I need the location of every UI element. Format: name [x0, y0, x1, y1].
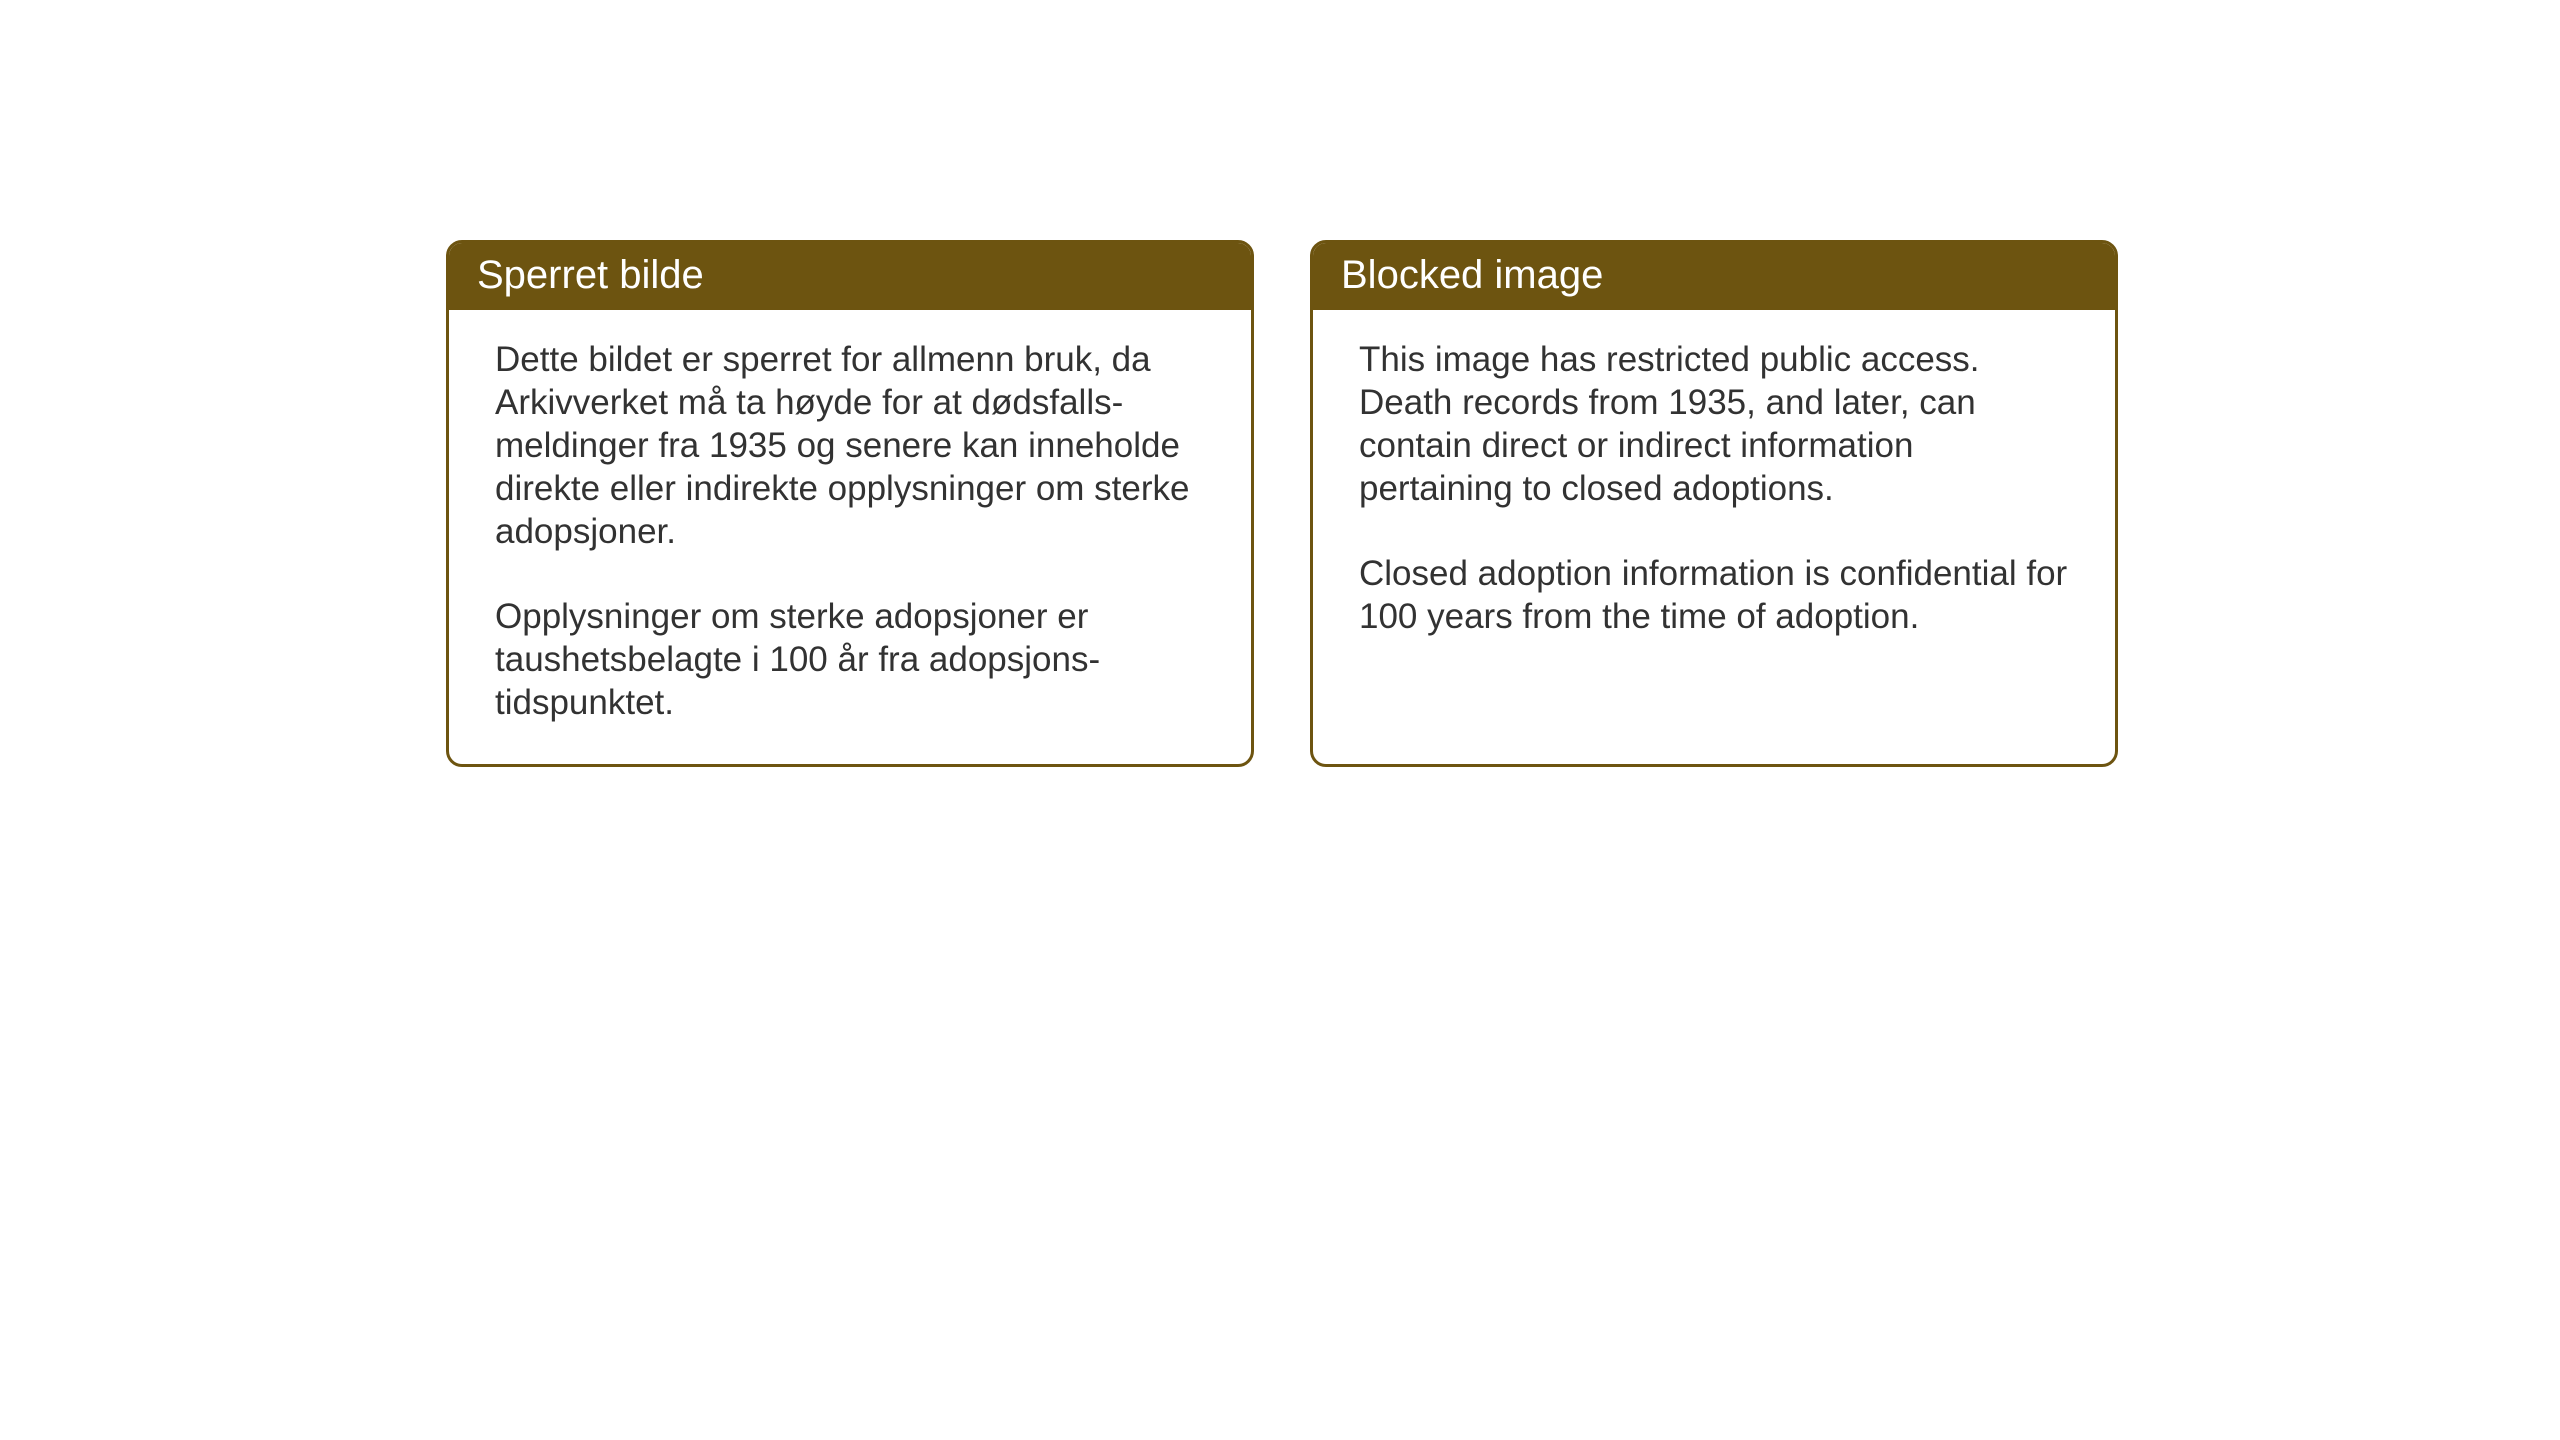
notice-card-norwegian: Sperret bilde Dette bildet er sperret fo…	[446, 240, 1254, 767]
card-body-norwegian: Dette bildet er sperret for allmenn bruk…	[449, 310, 1251, 764]
card-header-english: Blocked image	[1313, 243, 2115, 310]
card-paragraph-2-norwegian: Opplysninger om sterke adopsjoner er tau…	[495, 595, 1205, 724]
notice-cards-container: Sperret bilde Dette bildet er sperret fo…	[446, 240, 2118, 767]
card-paragraph-2-english: Closed adoption information is confident…	[1359, 552, 2069, 638]
notice-card-english: Blocked image This image has restricted …	[1310, 240, 2118, 767]
card-paragraph-1-english: This image has restricted public access.…	[1359, 338, 2069, 510]
card-paragraph-1-norwegian: Dette bildet er sperret for allmenn bruk…	[495, 338, 1205, 553]
card-header-norwegian: Sperret bilde	[449, 243, 1251, 310]
card-body-english: This image has restricted public access.…	[1313, 310, 2115, 744]
